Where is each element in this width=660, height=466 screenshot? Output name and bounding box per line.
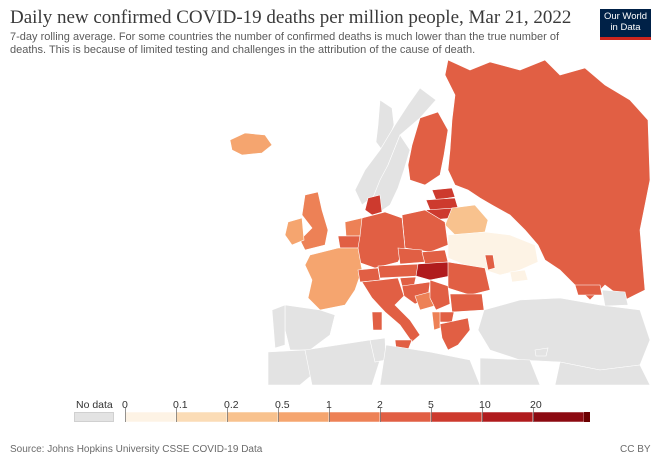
legend-swatch[interactable] (226, 411, 279, 423)
country-algeria[interactable] (304, 339, 381, 385)
country-cyprus[interactable] (534, 347, 549, 357)
license-label[interactable]: CC BY (620, 444, 651, 455)
legend-swatch-max[interactable] (584, 412, 590, 422)
legend-tick-label: 0.5 (275, 399, 290, 411)
legend-tick-label: 0.1 (173, 399, 188, 411)
country-austria[interactable] (377, 263, 421, 279)
country-finland[interactable] (407, 111, 449, 186)
country-estonia[interactable] (431, 187, 456, 201)
legend-swatch[interactable] (277, 411, 330, 423)
country-ireland[interactable] (284, 217, 305, 246)
country-france[interactable] (304, 247, 363, 311)
chart-subtitle: 7-day rolling average. For some countrie… (10, 31, 560, 56)
country-greece[interactable] (439, 317, 471, 351)
legend-swatch[interactable] (175, 411, 228, 423)
country-iceland[interactable] (229, 132, 273, 156)
country-sweden[interactable] (371, 134, 411, 213)
legend-swatch[interactable] (430, 411, 483, 423)
country-bulgaria[interactable] (449, 293, 485, 313)
legend-tick-label: 0.2 (224, 399, 239, 411)
legend-no-data-swatch (74, 412, 114, 422)
logo-accent-bar (600, 37, 651, 40)
country-denmark[interactable] (364, 194, 383, 216)
country-north-macedonia[interactable] (437, 311, 455, 323)
country-spain[interactable] (284, 304, 336, 351)
legend-swatch[interactable] (328, 411, 381, 423)
country-switzerland[interactable] (357, 267, 381, 283)
legend-swatch[interactable] (481, 411, 534, 423)
region-crimea[interactable] (509, 269, 529, 283)
country-egypt[interactable] (479, 357, 541, 385)
europe-map (229, 59, 651, 385)
country-netherlands[interactable] (344, 217, 363, 237)
country-serbia[interactable] (429, 279, 451, 311)
logo-line-1: Our World (603, 11, 648, 22)
country-azerbaijan[interactable] (601, 289, 629, 307)
country-belarus[interactable] (444, 204, 489, 236)
country-czechia[interactable] (397, 247, 426, 265)
legend-tick-label: 20 (530, 399, 542, 411)
legend-swatch[interactable] (124, 411, 177, 423)
logo-line-2: in Data (610, 21, 641, 33)
country-portugal[interactable] (271, 304, 286, 349)
legend-swatch[interactable] (379, 411, 432, 423)
country-slovakia[interactable] (421, 249, 449, 265)
country-sardinia[interactable] (371, 311, 383, 331)
legend-tick-label: 0 (122, 399, 128, 411)
legend-swatch[interactable] (532, 411, 585, 423)
country-libya[interactable] (379, 344, 481, 385)
source-note: Source: Johns Hopkins University CSSE CO… (10, 444, 263, 455)
country-albania[interactable] (431, 311, 441, 331)
legend-tick-label: 5 (428, 399, 434, 411)
country-morocco[interactable] (267, 349, 313, 385)
country-moldova[interactable] (484, 254, 496, 271)
country-germany[interactable] (355, 211, 406, 269)
legend-color-bar (124, 408, 590, 423)
country-united-kingdom[interactable] (299, 191, 329, 251)
country-syria-iraq[interactable] (554, 361, 651, 385)
legend-tick-label: 10 (479, 399, 491, 411)
chart-title: Daily new confirmed COVID-19 deaths per … (10, 7, 572, 28)
country-hungary[interactable] (415, 261, 451, 281)
legend-no-data-label: No data (76, 399, 113, 411)
legend-tick-label: 1 (326, 399, 332, 411)
country-belgium[interactable] (337, 235, 361, 249)
country-italy[interactable] (361, 277, 421, 343)
legend-tick-label: 2 (377, 399, 383, 411)
country-ukraine[interactable] (447, 231, 539, 276)
country-romania[interactable] (447, 261, 491, 296)
owid-logo[interactable]: Our World in Data (600, 9, 651, 40)
country-georgia[interactable] (574, 284, 603, 296)
